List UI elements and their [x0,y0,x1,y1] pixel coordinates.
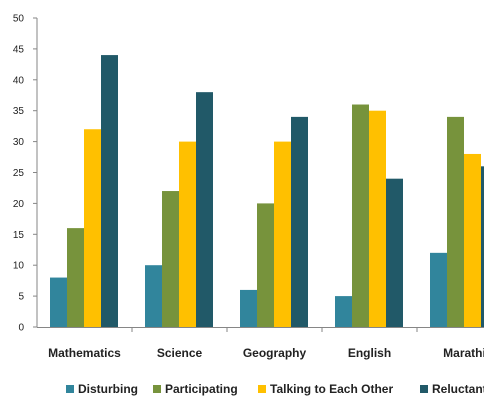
legend-label: Disturbing [78,382,138,396]
bars [50,55,484,328]
legend-label: Talking to Each Other [270,382,393,396]
y-tick-label: 10 [13,261,25,272]
y-tick-label: 20 [13,199,25,210]
bar-talking-to-each-other-geography [274,141,291,327]
x-tick-label: Marathi [443,346,484,360]
bar-disturbing-geography [240,289,257,327]
bar-participating-english [352,104,369,328]
bar-participating-mathematics [67,228,84,327]
x-tick-label: Mathematics [48,346,121,360]
x-tick-label: English [348,346,391,360]
legend-label: Participating [165,382,238,396]
legend-swatch [153,385,161,393]
bar-participating-science [162,191,179,327]
bar-disturbing-science [145,265,162,327]
bar-reluctant-science [196,92,213,327]
x-axis-ticks: Mathematics Science Geography English Marath… [48,346,484,360]
y-tick-label: 40 [13,75,25,86]
y-tick-label: 30 [13,137,25,148]
y-tick-label: 5 [18,292,24,303]
bar-disturbing-english [335,296,352,327]
legend: Disturbing Participating Talking to Each O… [66,382,484,396]
bar-talking-to-each-other-english [369,110,386,327]
legend-label: Reluctant [432,382,484,396]
y-axis-ticks: 0 5 10 15 20 25 30 35 40 45 50 [13,14,37,334]
y-tick-label: 15 [13,230,25,241]
bar-reluctant-mathematics [101,55,118,328]
bar-participating-geography [257,203,274,327]
x-tick-label: Geography [243,346,307,360]
bar-talking-to-each-other-science [179,141,196,327]
bar-disturbing-marathi [430,252,447,327]
x-tick-label: Science [157,346,203,360]
bar-participating-marathi [447,116,464,327]
bar-reluctant-marathi [481,166,484,327]
y-tick-label: 50 [13,14,25,25]
y-tick-label: 0 [18,323,24,334]
y-tick-label: 45 [13,44,25,55]
legend-swatch [258,385,266,393]
bar-reluctant-geography [291,116,308,327]
y-tick-label: 35 [13,106,25,117]
bar-talking-to-each-other-mathematics [84,129,101,327]
legend-swatch [420,385,428,393]
legend-swatch [66,385,74,393]
bar-reluctant-english [386,178,403,327]
bar-talking-to-each-other-marathi [464,153,481,327]
bar-disturbing-mathematics [50,277,67,327]
y-tick-label: 25 [13,168,25,179]
